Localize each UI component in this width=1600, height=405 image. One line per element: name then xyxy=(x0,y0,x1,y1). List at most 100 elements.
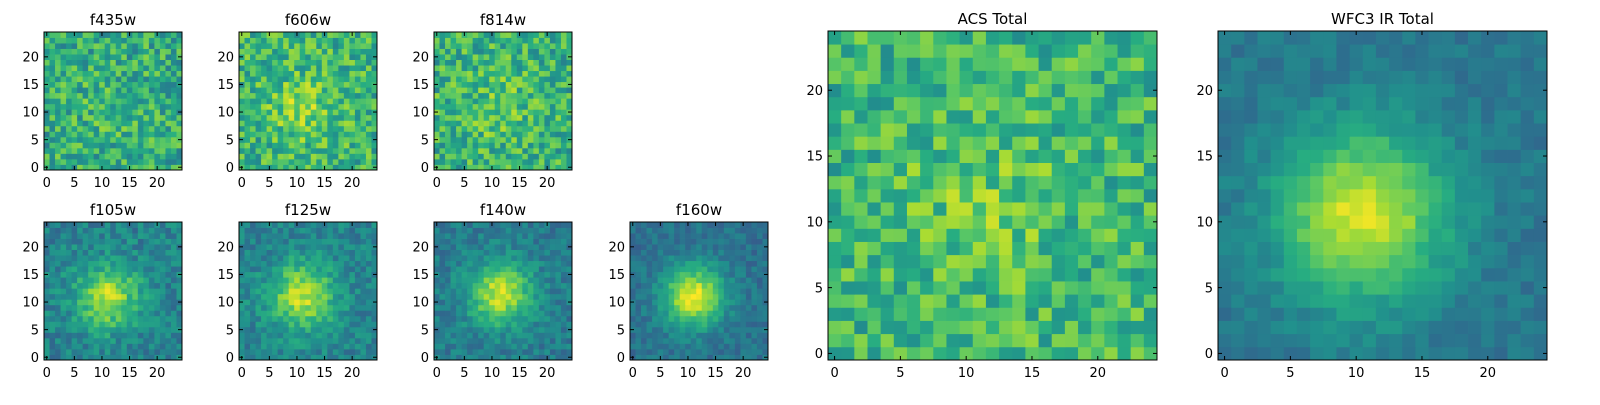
pixel-cell xyxy=(366,277,372,283)
pixel-cell xyxy=(311,93,317,99)
pixel-cell xyxy=(305,93,311,99)
pixel-cell xyxy=(663,332,669,338)
pixel-cell xyxy=(478,277,484,283)
pixel-cell xyxy=(1131,334,1145,348)
pixel-cell xyxy=(445,109,451,115)
pixel-cell xyxy=(239,126,245,132)
pixel-cell xyxy=(77,332,83,338)
pixel-cell xyxy=(881,163,895,177)
pixel-cell xyxy=(517,126,523,132)
pixel-cell xyxy=(669,343,675,349)
pixel-cell xyxy=(1091,307,1105,321)
pixel-cell xyxy=(658,250,664,256)
pixel-cell xyxy=(311,148,317,154)
pixel-cell xyxy=(289,38,295,44)
pixel-cell xyxy=(907,347,921,361)
pixel-cell xyxy=(360,153,366,159)
pixel-cell xyxy=(550,343,556,349)
pixel-cell xyxy=(533,60,539,66)
pixel-cell xyxy=(539,49,545,55)
pixel-cell xyxy=(511,261,517,267)
pixel-cell xyxy=(462,60,468,66)
pixel-cell xyxy=(500,60,506,66)
pixel-cell xyxy=(691,283,697,289)
pixel-cell xyxy=(316,43,322,49)
pixel-cell xyxy=(828,228,842,242)
pixel-cell xyxy=(300,82,306,88)
pixel-cell xyxy=(484,261,490,267)
pixel-cell xyxy=(322,255,328,261)
pixel-cell xyxy=(561,228,567,234)
pixel-cell xyxy=(907,215,921,229)
pixel-cell xyxy=(88,316,94,322)
pixel-cell xyxy=(366,239,372,245)
pixel-cell xyxy=(691,299,697,305)
x-tick-label: 20 xyxy=(149,366,166,381)
pixel-cell xyxy=(522,266,528,272)
pixel-cell xyxy=(489,272,495,278)
pixel-cell xyxy=(746,321,752,327)
pixel-cell xyxy=(522,228,528,234)
pixel-cell xyxy=(478,137,484,143)
pixel-cell xyxy=(702,288,708,294)
pixel-cell xyxy=(267,310,273,316)
pixel-cell xyxy=(289,126,295,132)
pixel-cell xyxy=(456,239,462,245)
pixel-cell xyxy=(171,299,177,305)
pixel-cell xyxy=(462,277,468,283)
pixel-cell xyxy=(729,250,735,256)
pixel-cell xyxy=(311,60,317,66)
pixel-cell xyxy=(511,255,517,261)
pixel-cell xyxy=(116,288,122,294)
pixel-cell xyxy=(127,148,133,154)
pixel-cell xyxy=(344,131,350,137)
pixel-cell xyxy=(127,250,133,256)
pixel-cell xyxy=(445,288,451,294)
pixel-cell xyxy=(522,120,528,126)
pixel-cell xyxy=(674,299,680,305)
pixel-cell xyxy=(127,277,133,283)
pixel-cell xyxy=(685,305,691,311)
pixel-cell xyxy=(500,109,506,115)
pixel-cell xyxy=(663,294,669,300)
pixel-cell xyxy=(88,148,94,154)
pixel-cell xyxy=(440,131,446,137)
pixel-cell xyxy=(77,87,83,93)
pixel-cell xyxy=(506,87,512,93)
pixel-cell xyxy=(473,228,479,234)
pixel-cell xyxy=(986,334,1000,348)
pixel-cell xyxy=(544,266,550,272)
pixel-cell xyxy=(561,255,567,261)
pixel-cell xyxy=(663,316,669,322)
pixel-cell xyxy=(467,38,473,44)
pixel-cell xyxy=(105,38,111,44)
pixel-cell xyxy=(539,272,545,278)
pixel-cell xyxy=(533,283,539,289)
pixel-cell xyxy=(250,65,256,71)
pixel-cell xyxy=(44,93,50,99)
pixel-cell xyxy=(746,310,752,316)
pixel-cell xyxy=(55,65,61,71)
pixel-cell xyxy=(77,272,83,278)
pixel-cell xyxy=(740,283,746,289)
pixel-cell xyxy=(245,71,251,77)
pixel-cell xyxy=(245,49,251,55)
pixel-cell xyxy=(116,109,122,115)
pixel-cell xyxy=(462,272,468,278)
pixel-cell xyxy=(267,137,273,143)
pixel-cell xyxy=(489,332,495,338)
pixel-cell xyxy=(740,250,746,256)
pixel-cell xyxy=(685,343,691,349)
pixel-cell xyxy=(696,343,702,349)
pixel-cell xyxy=(500,87,506,93)
pixel-cell xyxy=(539,142,545,148)
pixel-cell xyxy=(88,142,94,148)
pixel-cell xyxy=(121,250,127,256)
pixel-cell xyxy=(713,349,719,355)
pixel-cell xyxy=(322,321,328,327)
pixel-cell xyxy=(355,137,361,143)
pixel-cell xyxy=(83,255,89,261)
pixel-cell xyxy=(256,349,262,355)
pixel-cell xyxy=(261,343,267,349)
pixel-cell xyxy=(149,142,155,148)
